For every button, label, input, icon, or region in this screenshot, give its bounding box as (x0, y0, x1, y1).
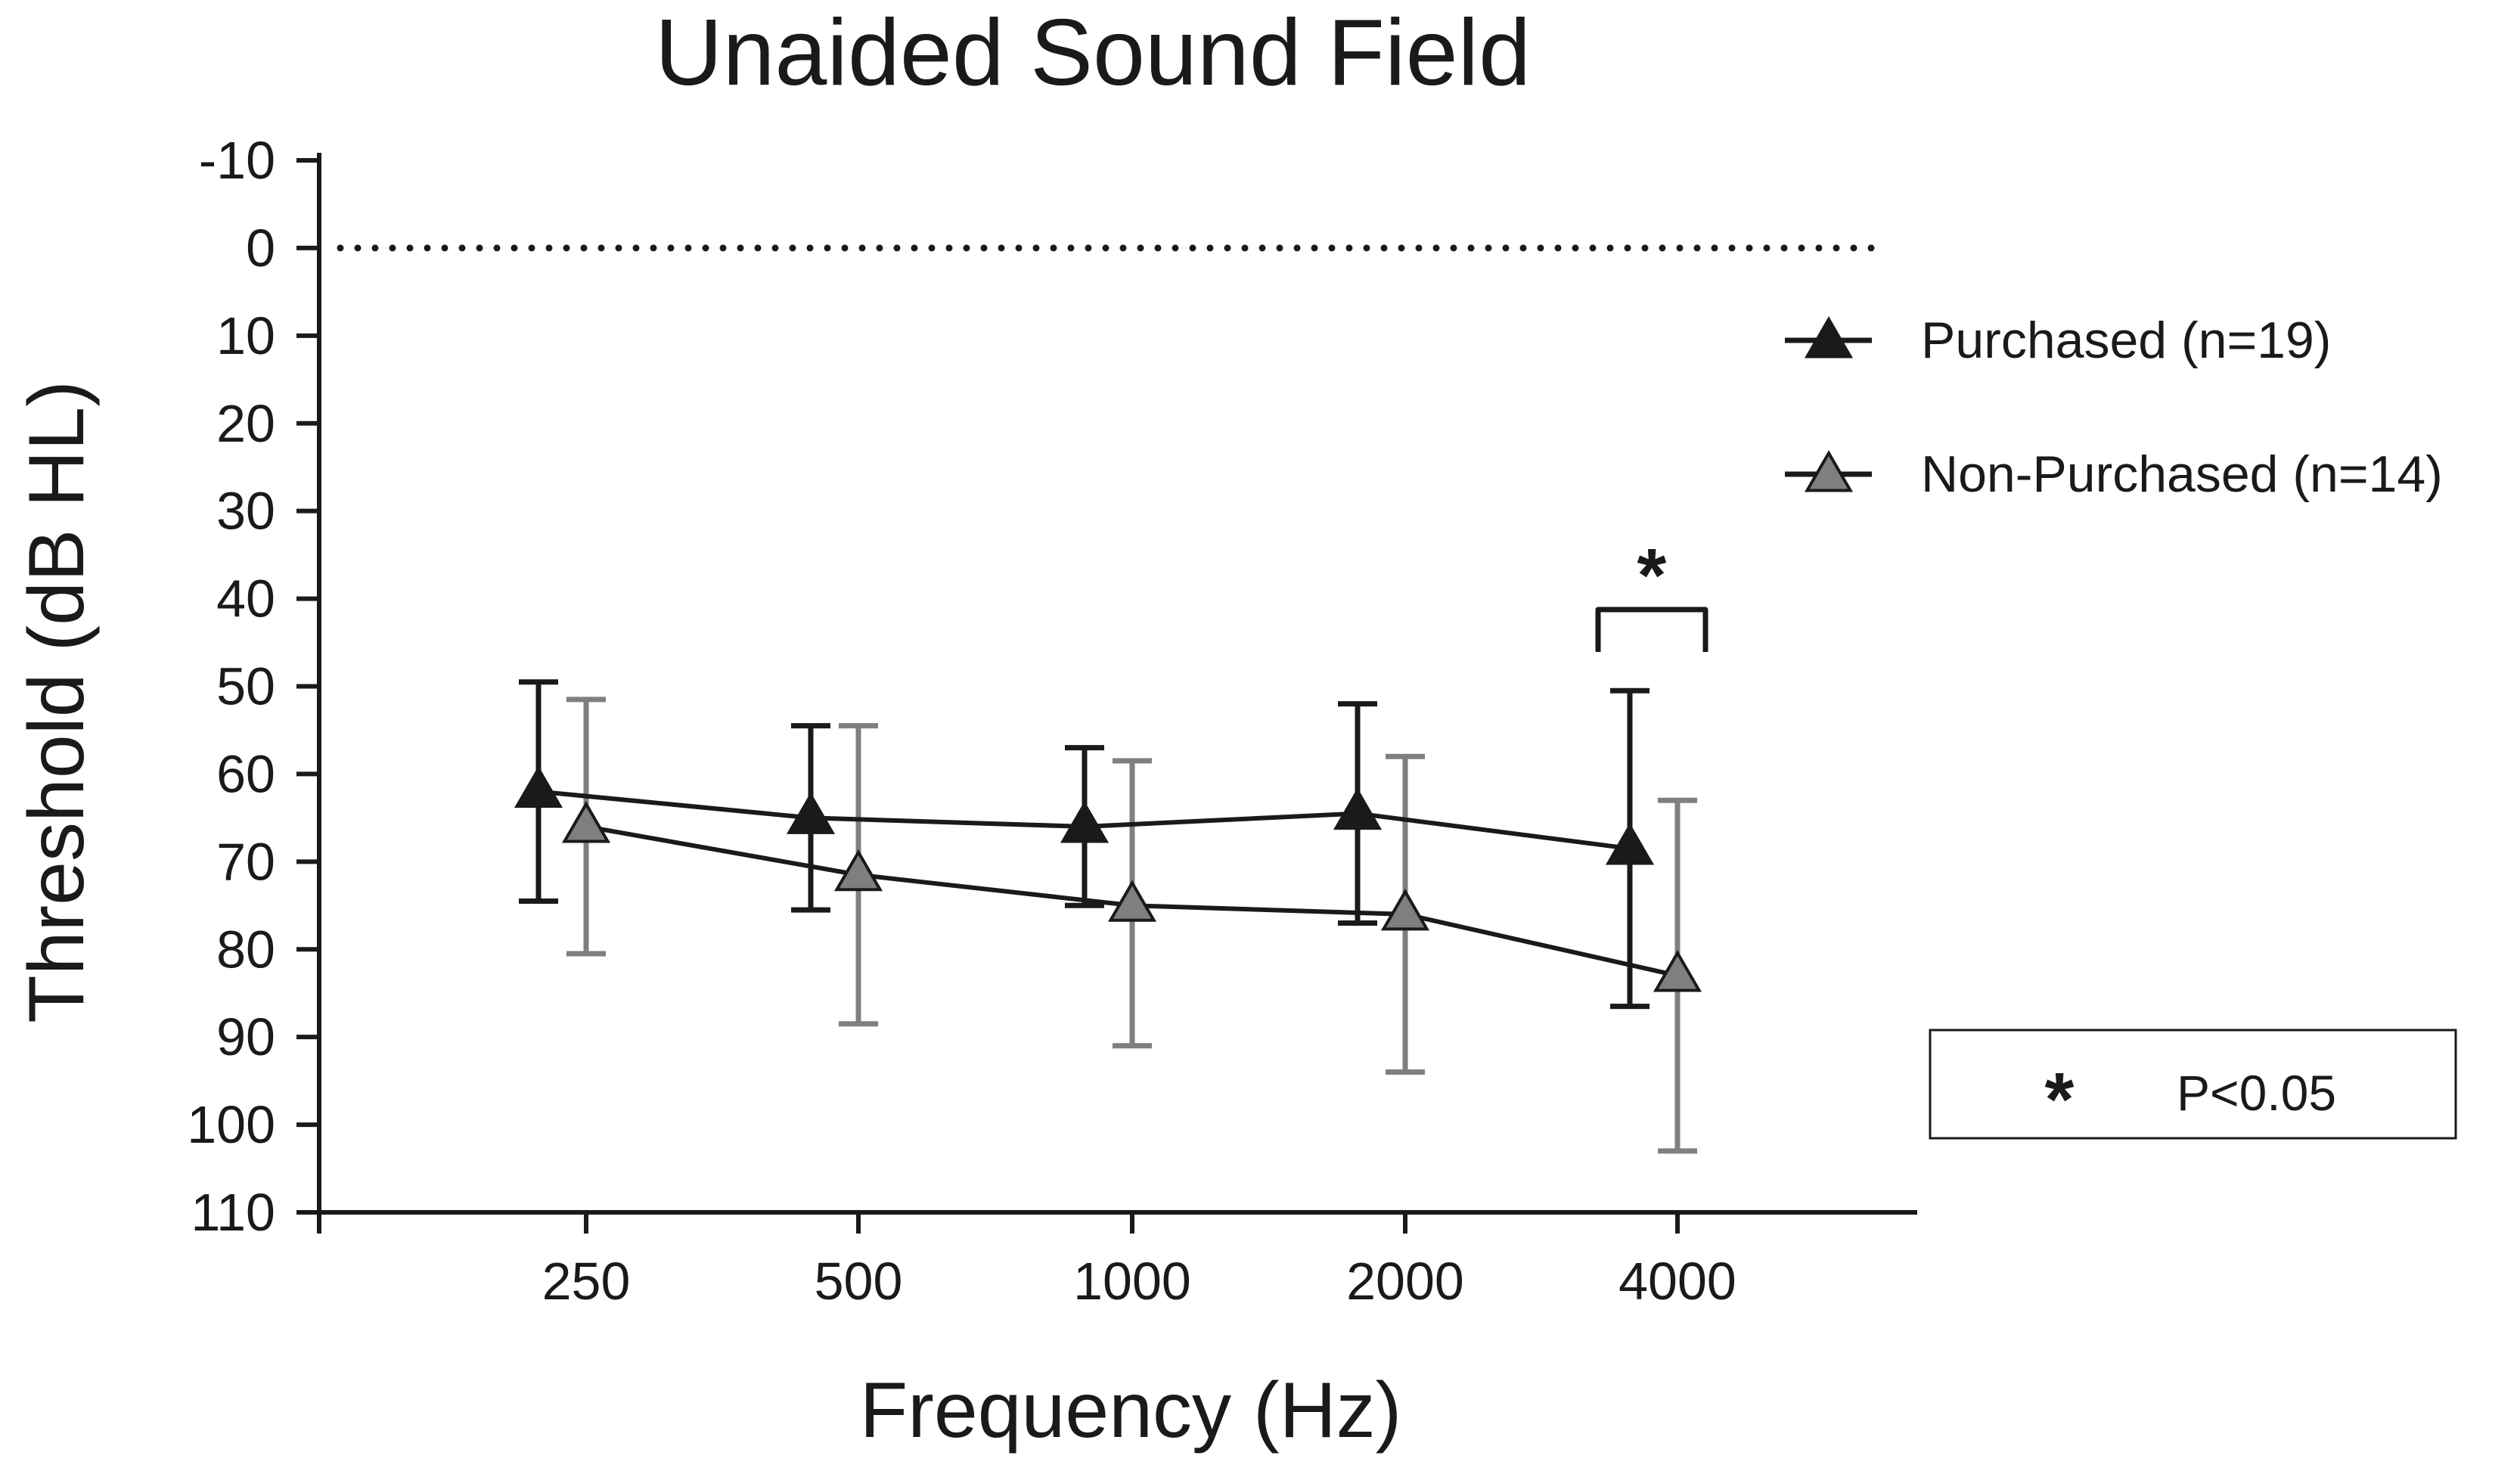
data-point (786, 792, 836, 834)
plot-area: -10 0 10 20 30 40 50 60 70 80 90 100 110 250 500 1000 20… (187, 131, 1917, 1311)
legend-label: Non-Purchased (n=14) (1921, 445, 2443, 503)
y-tick-label: 50 (216, 657, 275, 716)
data-point (1653, 950, 1702, 992)
x-tick-label: 500 (815, 1252, 903, 1311)
data-point (1333, 787, 1383, 830)
y-tick-label: 60 (216, 744, 275, 803)
y-tick-label: 30 (216, 482, 275, 541)
y-tick-label: 70 (216, 832, 275, 891)
chart-title: Unaided Sound Field (655, 1, 1531, 105)
data-point (514, 765, 563, 808)
significance-star: * (1637, 533, 1667, 618)
y-tick-label: -10 (199, 131, 275, 190)
note-symbol: * (2045, 1057, 2075, 1142)
data-point (833, 849, 883, 892)
y-tick-label: 90 (216, 1007, 275, 1066)
data-point (1107, 880, 1157, 922)
y-tick-label: 100 (187, 1095, 275, 1154)
x-axis-label: Frequency (Hz) (860, 1367, 1402, 1454)
significance-note-box: * P<0.05 (1929, 1029, 2457, 1142)
y-axis-label: Threshold (dB HL) (13, 380, 101, 1023)
y-tick-label: 0 (246, 219, 275, 278)
y-tick-label: 20 (216, 394, 275, 453)
y-tick-label: 80 (216, 920, 275, 979)
y-tick-label: 40 (216, 569, 275, 628)
y-tick-label: 110 (191, 1183, 275, 1242)
data-point (1605, 823, 1655, 865)
significance-bracket (1595, 607, 1708, 652)
legend-marker (1804, 450, 1854, 492)
data-point (1060, 801, 1109, 843)
x-tick-label: 250 (542, 1252, 631, 1311)
legend-label: Purchased (n=19) (1921, 312, 2331, 369)
legend: Purchased (n=19) Non-Purchased (n=14) (1785, 312, 2443, 503)
x-tick-label: 4000 (1618, 1252, 1736, 1311)
legend-marker (1804, 316, 1854, 358)
x-tick-label: 2000 (1346, 1252, 1464, 1311)
x-tick-label: 1000 (1073, 1252, 1191, 1311)
data-point (1380, 888, 1430, 931)
note-text: P<0.05 (2177, 1065, 2336, 1121)
y-tick-label: 10 (216, 306, 275, 365)
data-point (561, 801, 611, 843)
